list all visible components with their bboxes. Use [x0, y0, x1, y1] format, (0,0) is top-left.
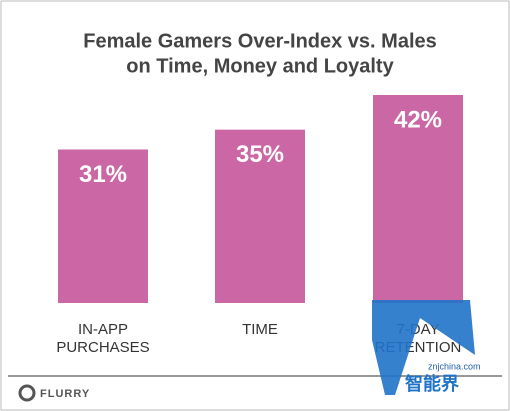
watermark-shape — [372, 300, 475, 395]
value-label: 31% — [79, 161, 127, 188]
x-tick-label: TIME — [242, 321, 278, 338]
logo-icon — [18, 384, 36, 402]
bar — [373, 95, 463, 303]
bar — [215, 129, 305, 303]
value-label: 35% — [236, 141, 284, 168]
watermark: znjchina.com 智能界 — [372, 300, 481, 395]
chart-title: Female Gamers Over-Index vs. Males — [83, 30, 437, 52]
watermark-text: 智能界 — [405, 373, 459, 394]
x-tick-label: IN-APP PURCHASES — [56, 321, 149, 356]
watermark-url: znjchina.com — [428, 361, 481, 371]
value-label: 42% — [394, 106, 442, 133]
logo: FLURRY — [40, 388, 90, 400]
chart-title: on Time, Money and Loyalty — [126, 55, 394, 77]
bar — [58, 149, 148, 303]
